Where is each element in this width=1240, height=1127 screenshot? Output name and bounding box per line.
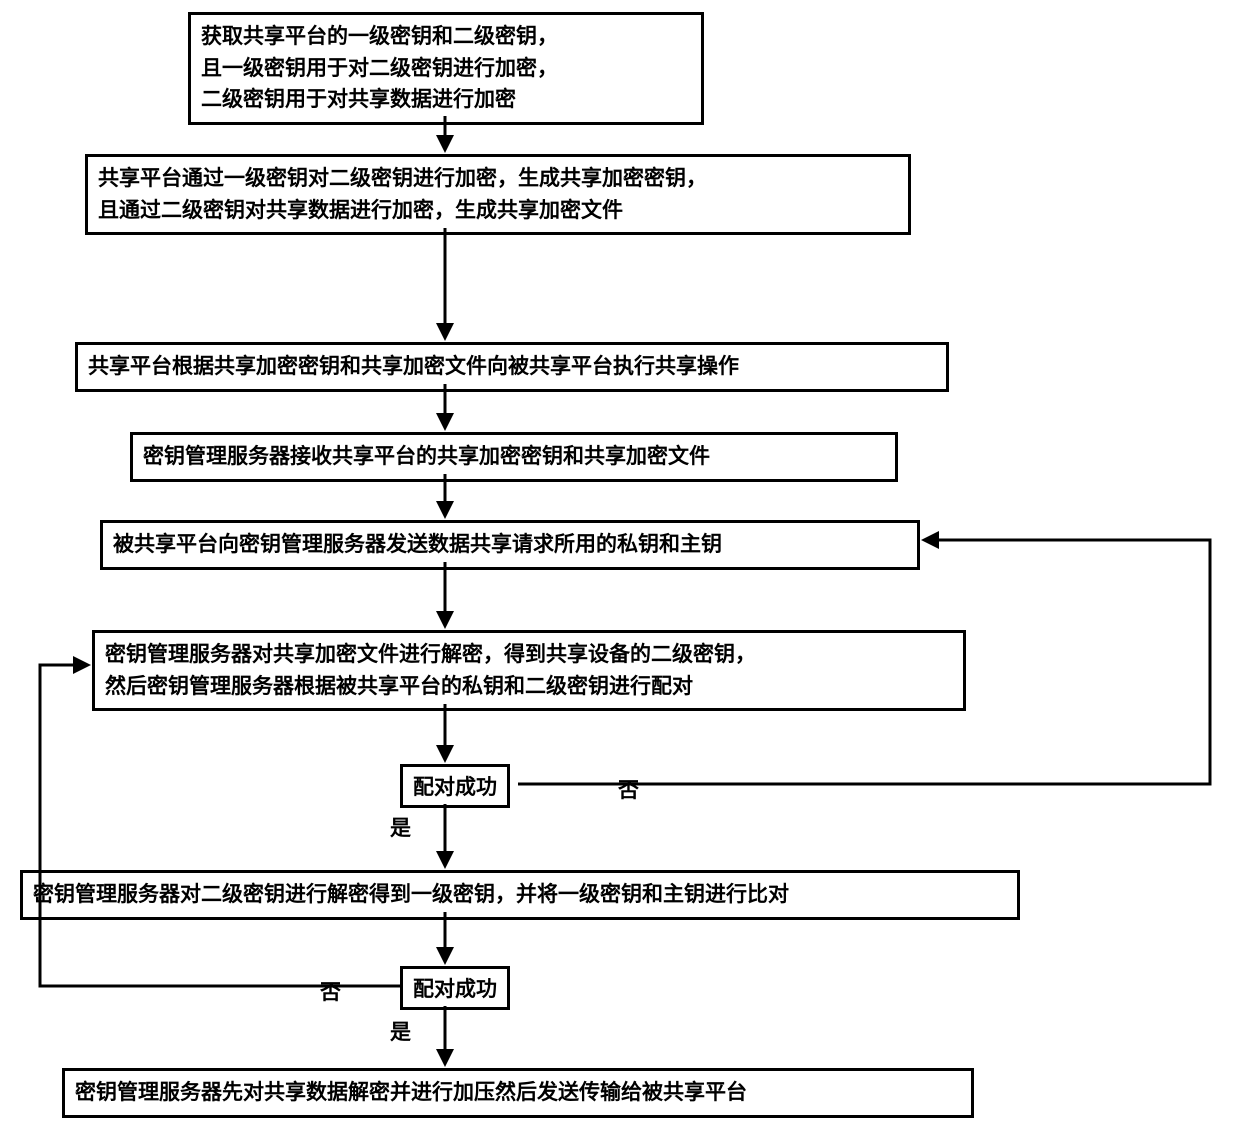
box-text: 密钥管理服务器对二级密钥进行解密得到一级密钥，并将一级密钥和主钥进行比对 [33, 883, 789, 906]
box-text: 共享平台根据共享加密密钥和共享加密文件向被共享平台执行共享操作 [88, 355, 739, 378]
box-text: 密钥管理服务器对共享加密文件进行解密，得到共享设备的二级密钥，然后密钥管理服务器… [105, 643, 756, 698]
decision-box-1: 配对成功 [400, 764, 510, 808]
box-text: 密钥管理服务器接收共享平台的共享加密密钥和共享加密文件 [143, 445, 710, 468]
process-box-1: 获取共享平台的一级密钥和二级密钥，且一级密钥用于对二级密钥进行加密，二级密钥用于… [188, 12, 704, 125]
process-box-4: 密钥管理服务器接收共享平台的共享加密密钥和共享加密文件 [130, 432, 898, 482]
decision-text: 配对成功 [413, 978, 497, 1001]
decision-text: 配对成功 [413, 776, 497, 799]
process-box-5: 被共享平台向密钥管理服务器发送数据共享请求所用的私钥和主钥 [100, 520, 920, 570]
flowchart-container: 获取共享平台的一级密钥和二级密钥，且一级密钥用于对二级密钥进行加密，二级密钥用于… [0, 0, 1240, 1127]
process-box-6: 密钥管理服务器对共享加密文件进行解密，得到共享设备的二级密钥，然后密钥管理服务器… [92, 630, 966, 711]
label-yes-1: 是 [390, 812, 411, 842]
decision-box-2: 配对成功 [400, 966, 510, 1010]
process-box-8: 密钥管理服务器先对共享数据解密并进行加压然后发送传输给被共享平台 [62, 1068, 974, 1118]
process-box-3: 共享平台根据共享加密密钥和共享加密文件向被共享平台执行共享操作 [75, 342, 949, 392]
label-no-1: 否 [618, 774, 639, 804]
label-no-2: 否 [320, 976, 341, 1006]
process-box-7: 密钥管理服务器对二级密钥进行解密得到一级密钥，并将一级密钥和主钥进行比对 [20, 870, 1020, 920]
box-text: 获取共享平台的一级密钥和二级密钥，且一级密钥用于对二级密钥进行加密，二级密钥用于… [201, 25, 558, 111]
process-box-2: 共享平台通过一级密钥对二级密钥进行加密，生成共享加密密钥，且通过二级密钥对共享数… [85, 154, 911, 235]
box-text: 被共享平台向密钥管理服务器发送数据共享请求所用的私钥和主钥 [113, 533, 722, 556]
box-text: 密钥管理服务器先对共享数据解密并进行加压然后发送传输给被共享平台 [75, 1081, 747, 1104]
box-text: 共享平台通过一级密钥对二级密钥进行加密，生成共享加密密钥，且通过二级密钥对共享数… [98, 167, 707, 222]
label-yes-2: 是 [390, 1016, 411, 1046]
